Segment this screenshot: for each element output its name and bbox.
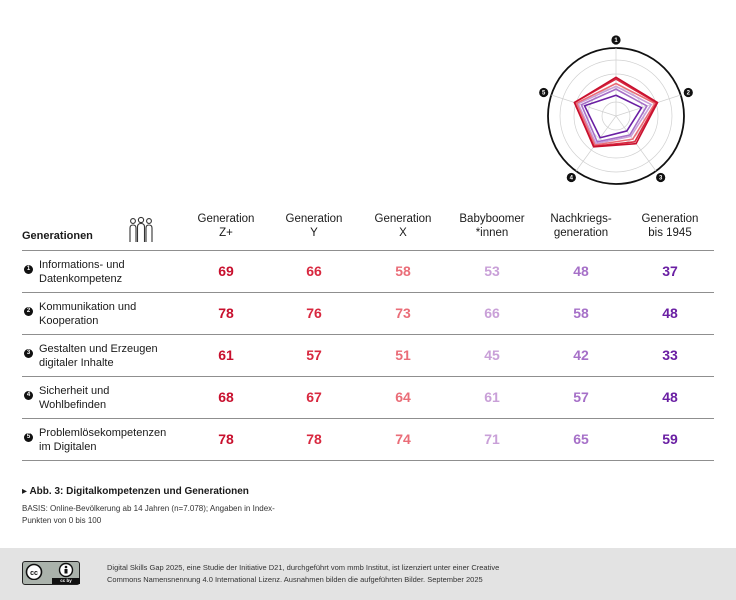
value-cell: 69 [218,263,234,279]
table-row: 2 Kommunikation und Kooperation 78 76 73 … [22,292,714,334]
radar-series-5 [583,94,643,139]
radar-series-4 [580,88,648,143]
value-cell: 64 [395,389,411,405]
radar-series-3 [577,85,652,145]
value-cell: 57 [306,347,322,363]
row-label: Kommunikation und Kooperation [39,301,137,327]
caption-title: Abb. 3: Digitalkompetenzen und Generatio… [29,486,249,497]
value-cell: 48 [573,263,589,279]
table-row: 5 Problemlösekompetenzen im Digitalen 78 … [22,418,714,460]
people-icon [129,216,153,242]
value-cell: 53 [484,263,500,279]
radar-axis-label: 5 [542,91,546,97]
value-cell: 48 [662,305,678,321]
value-cell: 66 [484,305,500,321]
row-label: Sicherheit und Wohlbefinden [39,385,110,411]
value-cell: 73 [395,305,411,321]
value-cell: 68 [218,389,234,405]
basis-note: BASIS: Online-Bevölkerung ab 14 Jahren (… [22,504,275,525]
row-number-badge: 5 [24,433,33,442]
svg-text:cc: cc [30,570,38,577]
row-number-badge: 1 [24,265,33,274]
radar-axis-badge [683,87,693,98]
radar-axis-label: 1 [614,38,618,44]
value-cell: 61 [218,347,234,363]
col-head-gen-x: Generation X [374,213,432,239]
table-row: 1 Informations- und Datenkompetenz 69 66 … [22,250,714,292]
license-footer: cc cc by Digital Skills Gap 2025, eine S… [0,548,736,600]
table-row: 3 Gestalten und Erzeugen digitaler Inhalt… [22,334,714,376]
radar-axis-badge [656,172,666,183]
row-label: Informations- und Datenkompetenz [39,259,125,285]
radar-series-2 [575,82,656,146]
figure-caption: ▸ Abb. 3: Digitalkompetenzen und Generat… [22,486,249,497]
value-cell: 33 [662,347,678,363]
value-cell: 48 [662,389,678,405]
generations-header: Generationen [22,230,93,242]
value-cell: 65 [573,431,589,447]
radar-axis-badge [611,35,621,45]
value-cell: 66 [306,263,322,279]
value-cell: 71 [484,431,500,447]
value-cell: 78 [218,431,234,447]
value-cell: 74 [395,431,411,447]
col-head-bis-1945: Generation bis 1945 [641,213,699,239]
value-cell: 67 [306,389,322,405]
row-number-badge: 3 [24,349,33,358]
table-row: 4 Sicherheit und Wohlbefinden 68 67 64 61… [22,376,714,418]
col-head-gen-y: Generation Y [285,213,343,239]
license-text: Digital Skills Gap 2025, eine Studie der… [107,563,500,584]
value-cell: 58 [573,305,589,321]
table-header: Generationen Generation Z+ Generation Y Ge… [22,212,714,250]
value-cell: 45 [484,347,500,363]
value-cell: 61 [484,389,500,405]
col-head-babyboomer: Babyboomer *innen [459,213,525,239]
row-label: Problemlösekompetenzen im Digitalen [39,427,167,453]
value-cell: 78 [218,305,234,321]
radar-axis [615,94,681,117]
value-cell: 58 [395,263,411,279]
value-cell: 37 [662,263,678,279]
radar-axis [551,94,617,117]
cc-by-icon: cc [25,562,74,581]
radar-series-0 [573,76,659,148]
radar-axis-badge [566,172,576,183]
cc-by-license-badge[interactable]: cc cc by [22,561,80,585]
col-head-nachkriegs: Nachkriegs-generation [550,213,612,239]
cc-by-label: cc by [52,578,80,584]
row-number-badge: 4 [24,391,33,400]
value-cell: 42 [573,347,589,363]
radar-chart: 1 2 3 4 5 [539,35,693,185]
value-cell: 59 [662,431,678,447]
value-cell: 78 [306,431,322,447]
radar-axis-badge [539,87,549,98]
table-bottom-divider [22,460,714,461]
value-cell: 51 [395,347,411,363]
caption-marker: ▸ [22,486,28,497]
col-head-gen-z: Generation Z+ [197,213,255,239]
radar-axis-label: 4 [570,176,574,182]
radar-axis-label: 3 [659,176,663,182]
row-number-badge: 2 [24,307,33,316]
radar-axis-label: 2 [687,91,691,97]
value-cell: 76 [306,305,322,321]
value-cell: 57 [573,389,589,405]
row-label: Gestalten und Erzeugen digitaler Inhalte [39,343,158,369]
